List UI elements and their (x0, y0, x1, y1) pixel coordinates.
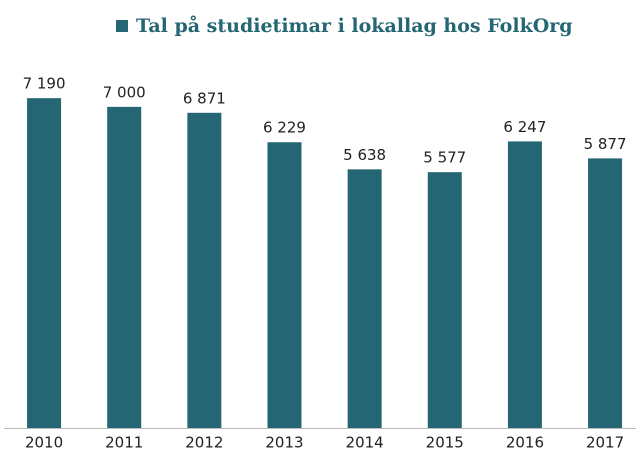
bar (588, 158, 623, 428)
legend-label: Tal på studietimar i lokallag hos FolkOr… (136, 14, 573, 37)
bar (427, 172, 462, 428)
x-tick-label: 2016 (506, 434, 544, 450)
x-tick-label: 2011 (105, 434, 143, 450)
bar (187, 112, 222, 428)
data-label: 6 229 (263, 119, 306, 137)
bar (347, 169, 382, 428)
x-tick-label: 2010 (25, 434, 63, 450)
bar (27, 98, 62, 428)
data-label: 6 871 (183, 89, 226, 107)
x-tick-label: 2012 (185, 434, 223, 450)
data-label: 5 577 (423, 149, 466, 167)
data-label: 5 877 (584, 135, 627, 153)
legend-swatch (116, 20, 128, 32)
x-tick-label: 2015 (426, 434, 464, 450)
bar (107, 106, 142, 428)
data-label: 7 000 (103, 83, 146, 101)
x-tick-label: 2014 (346, 434, 384, 450)
data-label: 7 190 (23, 75, 66, 93)
data-label: 6 247 (503, 118, 546, 136)
x-tick-label: 2013 (265, 434, 303, 450)
bar (507, 141, 542, 428)
bar (267, 142, 302, 428)
x-tick-label: 2017 (586, 434, 624, 450)
data-label: 5 638 (343, 146, 386, 164)
